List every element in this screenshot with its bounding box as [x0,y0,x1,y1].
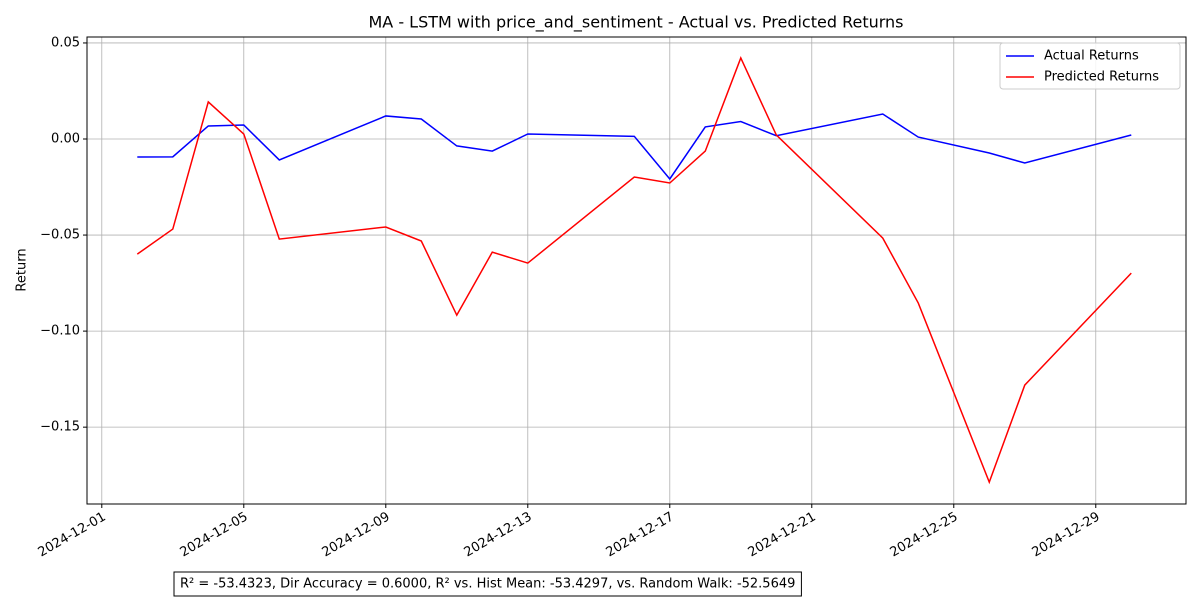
series-line [137,113,1132,181]
y-axis-label: Return [15,248,30,291]
chart-title: MA - LSTM with price_and_sentiment - Act… [368,13,903,33]
y-tick-label: −0.10 [40,324,80,339]
legend-label: Actual Returns [1044,49,1139,64]
y-tick-label: −0.05 [40,228,80,243]
legend-label: Predicted Returns [1044,70,1159,85]
y-tick-label: −0.15 [40,420,80,435]
series-line [136,56,1132,485]
annotation: R² = -53.4323, Dir Accuracy = 0.6000, R²… [173,571,802,597]
y-tick-label: 0.05 [51,35,80,50]
y-tick-label: 0.00 [51,132,80,147]
plot-frame [86,36,1187,505]
legend-box [999,42,1181,90]
annotation-text: R² = -53.4323, Dir Accuracy = 0.6000, R²… [180,577,795,592]
annotation-box [173,571,802,597]
